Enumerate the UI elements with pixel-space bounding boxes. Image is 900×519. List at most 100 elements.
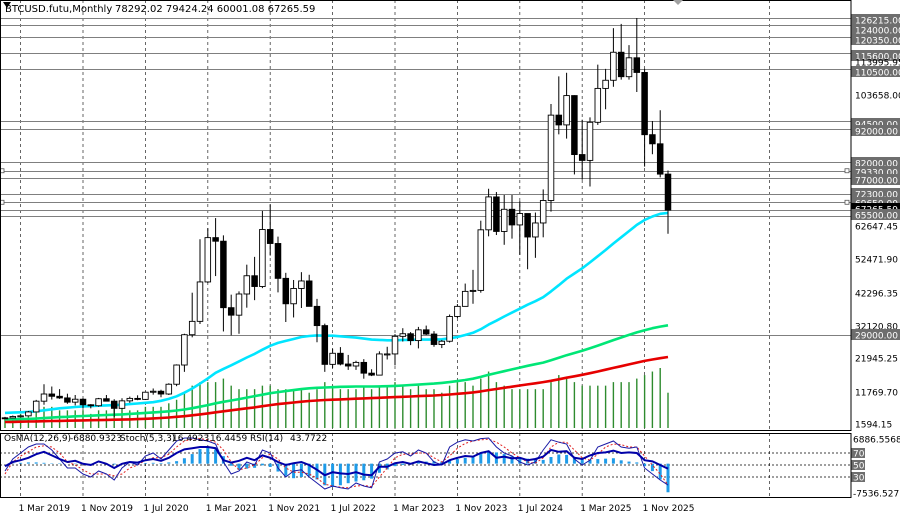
rsi-value: 43.7722	[290, 434, 327, 444]
candle-body	[469, 289, 477, 292]
candle-body	[344, 363, 352, 367]
candle-body	[9, 416, 17, 419]
ohlc-values: 78292.02 79424.24 60001.08 67265.59	[115, 4, 315, 15]
stoch-signal-value: 16.4459	[210, 434, 247, 444]
level-marker	[0, 199, 5, 205]
level-price-badge	[851, 24, 900, 35]
indicator-tick-label: 70	[853, 450, 865, 460]
candle-body	[391, 335, 399, 355]
x-tick-label: 1 Nov 2021	[268, 504, 320, 514]
candle-body	[188, 320, 196, 336]
candle-body	[95, 398, 102, 407]
x-tick-label: 1 Nov 2023	[455, 504, 507, 514]
x-tick-label: 1 Jul 2024	[518, 504, 563, 514]
x-tick-label: 1 Mar 2021	[206, 504, 257, 514]
candle-body	[118, 400, 126, 409]
candle-body	[142, 391, 149, 400]
scroll-marker-icon[interactable]	[673, 0, 683, 5]
candle-body	[493, 196, 500, 232]
indicator-tick-label: 50	[853, 462, 865, 472]
candle-body	[1, 417, 9, 420]
candle-body	[594, 87, 602, 123]
y-tick-label: 79330.00	[855, 169, 898, 179]
moving-average-line	[4, 355, 669, 424]
candle-body	[266, 229, 274, 244]
rsi-label: RSI(14)	[250, 434, 283, 444]
candle-body	[430, 333, 438, 345]
candle-body	[586, 121, 594, 161]
candle-body	[313, 305, 321, 327]
candle-body	[134, 397, 141, 400]
candle-body	[360, 361, 368, 374]
candle-body	[508, 208, 516, 226]
candle-body	[407, 333, 414, 342]
candle-body	[227, 307, 235, 316]
candle-body	[48, 393, 56, 397]
x-tick-label: 1 Jul 2020	[143, 504, 188, 514]
y-tick-label: 21945.25	[855, 355, 898, 365]
y-tick-label: 1594.15	[855, 421, 892, 431]
level-badge	[851, 472, 865, 482]
candle-body	[415, 329, 422, 342]
chevron-down-icon[interactable]	[3, 2, 11, 8]
candle-body	[368, 372, 375, 376]
candle-body	[103, 398, 110, 402]
candle-body	[383, 353, 391, 356]
candle-body	[571, 95, 578, 156]
candle-body	[251, 275, 258, 287]
candle-body	[126, 397, 134, 402]
candle-body	[625, 57, 633, 78]
candle-body	[539, 200, 547, 224]
candle-body	[259, 229, 266, 287]
panel-frames	[0, 0, 852, 498]
price-panel-frame	[0, 0, 852, 431]
level-badge	[851, 448, 865, 458]
candle-body	[157, 390, 165, 395]
y-tick-label: 115600.00	[855, 53, 900, 63]
candle-body	[633, 57, 641, 73]
candle-body	[79, 398, 87, 406]
level-price-badge	[851, 118, 900, 129]
indicator-panel-frame	[0, 433, 852, 498]
level-price-badge	[851, 166, 900, 177]
x-tick-label: 1 Mar 2023	[393, 504, 444, 514]
candle-body	[110, 400, 118, 409]
level-price-badge	[851, 209, 900, 220]
candle-body	[298, 280, 305, 289]
candle-body	[641, 72, 648, 136]
level-price-badge	[851, 34, 900, 45]
y-tick-label: 32120.80	[855, 323, 898, 333]
level-price-badge	[851, 174, 900, 185]
candle-body	[235, 293, 243, 316]
y-tick-label: 77000.00	[855, 177, 898, 187]
candle-body	[422, 329, 430, 335]
level-price-badge	[851, 197, 900, 208]
candle-body	[563, 95, 570, 126]
candle-body	[71, 398, 79, 403]
candle-body	[181, 334, 188, 366]
candle-body	[329, 352, 336, 365]
last-price-badge	[851, 203, 900, 214]
candle-body	[321, 325, 329, 365]
y-tick-label: 92000.00	[855, 128, 898, 138]
y-tick-label: 62647.45	[855, 223, 898, 233]
candle-body	[516, 213, 524, 226]
candle-body	[656, 143, 664, 175]
moving-average-line	[4, 324, 669, 421]
candle-body	[500, 208, 508, 232]
y-tick-label: 124000.00	[855, 27, 900, 37]
candle-body	[664, 173, 672, 211]
candle-body	[165, 383, 173, 395]
candle-body	[305, 280, 313, 307]
stoch-main-value: 16.4923	[172, 434, 209, 444]
x-tick-label: 1 Mar 2025	[580, 504, 631, 514]
indicator-axis: 6886.5568 70 50 30 -7536.527	[851, 436, 900, 500]
y-tick-label: 42296.35	[855, 290, 898, 300]
y-tick-label: 72300.00	[855, 191, 898, 201]
y-tick-label: 103658.00	[855, 92, 900, 102]
x-tick-label: 1 Nov 2025	[643, 504, 695, 514]
y-tick-label: 29000.00	[855, 332, 898, 342]
level-marker	[844, 168, 850, 174]
